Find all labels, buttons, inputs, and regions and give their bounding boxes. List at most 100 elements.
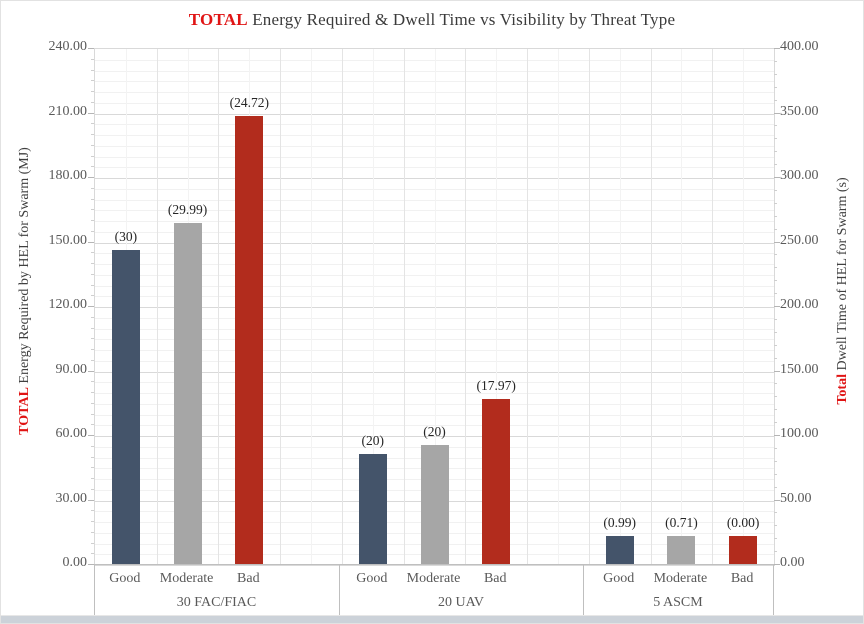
left-axis-minor-tick (91, 413, 94, 415)
right-axis-minor-tick (774, 254, 777, 256)
window-bottom-strip (1, 615, 863, 623)
left-axis-minor-tick (91, 123, 94, 125)
v-gridline (712, 49, 714, 565)
right-axis-minor-tick (774, 138, 777, 140)
v-gridline (156, 49, 158, 565)
left-axis-minor-tick (91, 349, 94, 350)
right-axis-tick-label: 400.00 (780, 39, 819, 54)
right-axis-tick-label: 150.00 (780, 361, 819, 377)
bar-5-ASCM-bad (729, 535, 758, 565)
left-axis-tick-label: 240.00 (48, 39, 88, 54)
right-axis-minor-tick (774, 344, 777, 346)
right-axis-tick (774, 177, 780, 178)
right-axis-tick (774, 48, 780, 49)
left-axis-tick (88, 48, 94, 49)
left-axis-minor-tick (91, 445, 94, 447)
right-axis-minor-tick (774, 551, 777, 553)
chart-title-prefix: TOTAL (188, 10, 248, 29)
bar-5-ASCM-good (605, 535, 634, 565)
v-gridline (341, 49, 343, 565)
right-axis-minor-tick (774, 486, 777, 488)
v-gridline (311, 49, 313, 565)
x-axis-line (94, 564, 774, 565)
left-axis-tick (88, 370, 94, 372)
bar-30-FAC-FIAC-moderate (173, 223, 202, 565)
bar-value-label: (17.97) (476, 378, 516, 394)
left-axis-minor-tick (91, 327, 94, 329)
v-gridline (218, 49, 220, 565)
right-axis-tick-label: 200.00 (780, 297, 819, 312)
left-axis-minor-tick (91, 230, 94, 232)
bar-20-UAV-bad (482, 399, 511, 565)
v-gridline (557, 49, 559, 565)
chart-title: TOTAL Energy Required & Dwell Time vs Vi… (1, 10, 863, 30)
chart-title-rest: Energy Required & Dwell Time vs Visibili… (247, 10, 676, 29)
bar-30-FAC-FIAC-good (111, 250, 140, 565)
right-axis-minor-tick (774, 189, 777, 191)
right-axis-minor-tick (774, 512, 777, 514)
category-label: Moderate (159, 571, 214, 586)
right-axis-title-prefix: Total (835, 374, 850, 405)
right-axis-minor-tick (774, 473, 777, 475)
right-axis-tick-label: 100.00 (780, 426, 819, 441)
v-gridline (434, 49, 436, 565)
left-axis-minor-tick (91, 359, 94, 361)
bar-value-label: (29.99) (167, 202, 208, 218)
right-axis-minor-tick (774, 318, 777, 320)
group-divider (339, 564, 340, 617)
right-axis-tick (774, 306, 780, 307)
group-divider (94, 564, 95, 617)
v-gridline (372, 49, 374, 565)
group-label: 30 FAC/FIAC (176, 595, 257, 610)
left-axis-minor-tick (91, 284, 94, 286)
category-label: Good (356, 571, 388, 586)
left-axis-minor-tick (91, 338, 94, 340)
right-axis-tick (774, 435, 780, 436)
v-gridline (496, 49, 498, 565)
category-label: Good (603, 571, 635, 586)
right-axis-minor-tick (774, 164, 777, 166)
left-axis-minor-tick (91, 456, 94, 458)
right-axis-tick-label: 0.00 (780, 555, 805, 570)
right-axis-tick (774, 564, 780, 565)
category-label: Bad (483, 571, 507, 586)
v-gridline (465, 49, 467, 565)
category-label: Moderate (653, 571, 708, 586)
right-axis-tick (774, 112, 780, 114)
plot-area: (30) (29.99) (24.72) (20) (20) (17.97) (0.99) (… (94, 48, 775, 566)
bar-value-label: (30) (114, 229, 138, 245)
category-label: Bad (237, 571, 260, 586)
right-axis-minor-tick (774, 331, 777, 333)
left-axis-minor-tick (91, 295, 94, 297)
right-axis-minor-tick (774, 460, 777, 462)
right-axis-minor-tick (774, 73, 777, 75)
category-label: Moderate (406, 571, 461, 586)
left-axis-minor-tick (91, 252, 94, 254)
v-gridline (743, 49, 745, 565)
bar-20-UAV-good (358, 454, 387, 565)
left-axis-tick-label: 120.00 (48, 297, 88, 312)
left-axis-tick-label: 60.00 (55, 426, 88, 441)
right-axis-minor-tick (774, 86, 777, 88)
left-axis-minor-tick (91, 91, 94, 92)
bar-20-UAV-moderate (420, 444, 449, 565)
bar-value-label: (24.72) (229, 94, 269, 110)
left-axis-tick (88, 435, 94, 436)
right-axis-minor-tick (774, 422, 777, 424)
left-axis-tick (88, 499, 94, 501)
left-axis-tick (88, 177, 94, 178)
left-axis-tick (88, 306, 94, 307)
right-axis-minor-tick (774, 409, 777, 411)
bar-value-label: (0.71) (665, 514, 698, 530)
right-axis-tick (774, 370, 780, 372)
left-axis-minor-tick (91, 58, 94, 60)
left-axis-minor-tick (91, 134, 94, 135)
left-axis-minor-tick (91, 392, 94, 393)
group-label: 5 ASCM (653, 595, 703, 610)
left-axis-tick-label: 0.00 (62, 555, 88, 570)
left-axis-minor-tick (91, 316, 94, 318)
right-axis-minor-tick (774, 267, 777, 269)
bar-5-ASCM-moderate (667, 535, 696, 565)
left-axis-tick-label: 150.00 (48, 232, 88, 248)
right-axis-minor-tick (774, 215, 777, 217)
